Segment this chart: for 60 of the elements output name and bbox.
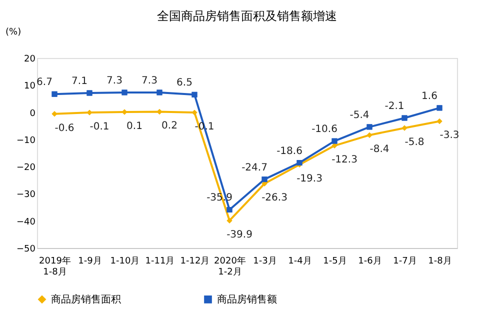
point — [366, 132, 372, 138]
data-label: 7.1 — [72, 76, 88, 88]
data-label: 6.5 — [176, 78, 192, 89]
x-tick-label: 2020年 1-2月 — [214, 256, 246, 278]
data-label: 0.2 — [162, 120, 178, 132]
data-label: -19.3 — [296, 174, 322, 185]
data-label: -5.4 — [350, 110, 370, 121]
point — [402, 125, 408, 131]
data-label: -3.3 — [440, 130, 460, 142]
data-label: -39.9 — [226, 230, 252, 241]
y-axis-title: (%) — [6, 28, 22, 38]
x-tick-label: 1-8月 — [428, 256, 452, 266]
point — [156, 90, 162, 96]
x-tick-label: 1-12月 — [180, 256, 210, 266]
data-label: 0.1 — [126, 121, 142, 132]
data-label: -0.6 — [54, 122, 74, 134]
point — [122, 90, 128, 96]
data-label: 7.3 — [106, 75, 122, 86]
x-tick-label: 1-10月 — [110, 256, 140, 266]
x-tick-label: 1-7月 — [393, 256, 417, 266]
data-label: -0.1 — [90, 122, 110, 133]
data-label: -8.4 — [370, 144, 390, 156]
point — [436, 105, 442, 111]
y-tick-label: 20 — [24, 54, 36, 64]
y-tick-label: 0 — [30, 108, 36, 119]
point — [402, 115, 408, 121]
data-label: -26.3 — [262, 192, 288, 204]
point — [332, 138, 338, 144]
data-label: -18.6 — [276, 146, 302, 157]
x-tick-label: 1-5月 — [323, 256, 347, 266]
data-label: 7.3 — [142, 75, 158, 86]
x-tick-label: 1-4月 — [288, 256, 312, 266]
legend-label: 商品房销售面积 — [51, 293, 121, 306]
data-label: -24.7 — [242, 162, 268, 174]
point — [226, 206, 232, 212]
point — [366, 124, 372, 130]
x-tick-label: 1-6月 — [358, 256, 382, 266]
point — [192, 92, 198, 98]
y-tick-label: −50 — [16, 244, 36, 254]
x-tick-label: 1-3月 — [253, 256, 277, 266]
y-tick-label: −10 — [16, 136, 36, 146]
chart-title: 全国商品房销售面积及销售额增速 — [157, 9, 337, 23]
data-label: -12.3 — [332, 154, 358, 166]
data-label: 1.6 — [422, 90, 438, 102]
data-label: -10.6 — [312, 124, 338, 136]
y-tick-label: −30 — [16, 190, 36, 200]
y-tick-label: −40 — [16, 217, 36, 228]
data-label: 6.7 — [36, 77, 52, 88]
point — [52, 91, 58, 97]
x-tick-label: 2019年 1-8月 — [39, 256, 71, 278]
y-tick-label: −20 — [16, 163, 36, 174]
legend-label: 商品房销售额 — [217, 293, 277, 306]
point — [226, 218, 232, 224]
data-label: -5.8 — [404, 137, 424, 148]
data-label: -2.1 — [384, 100, 404, 112]
point — [262, 176, 268, 182]
y-tick-label: 10 — [24, 82, 36, 92]
x-tick-label: 1-9月 — [78, 256, 102, 266]
x-tick-label: 1-11月 — [145, 256, 175, 266]
point — [86, 90, 92, 96]
